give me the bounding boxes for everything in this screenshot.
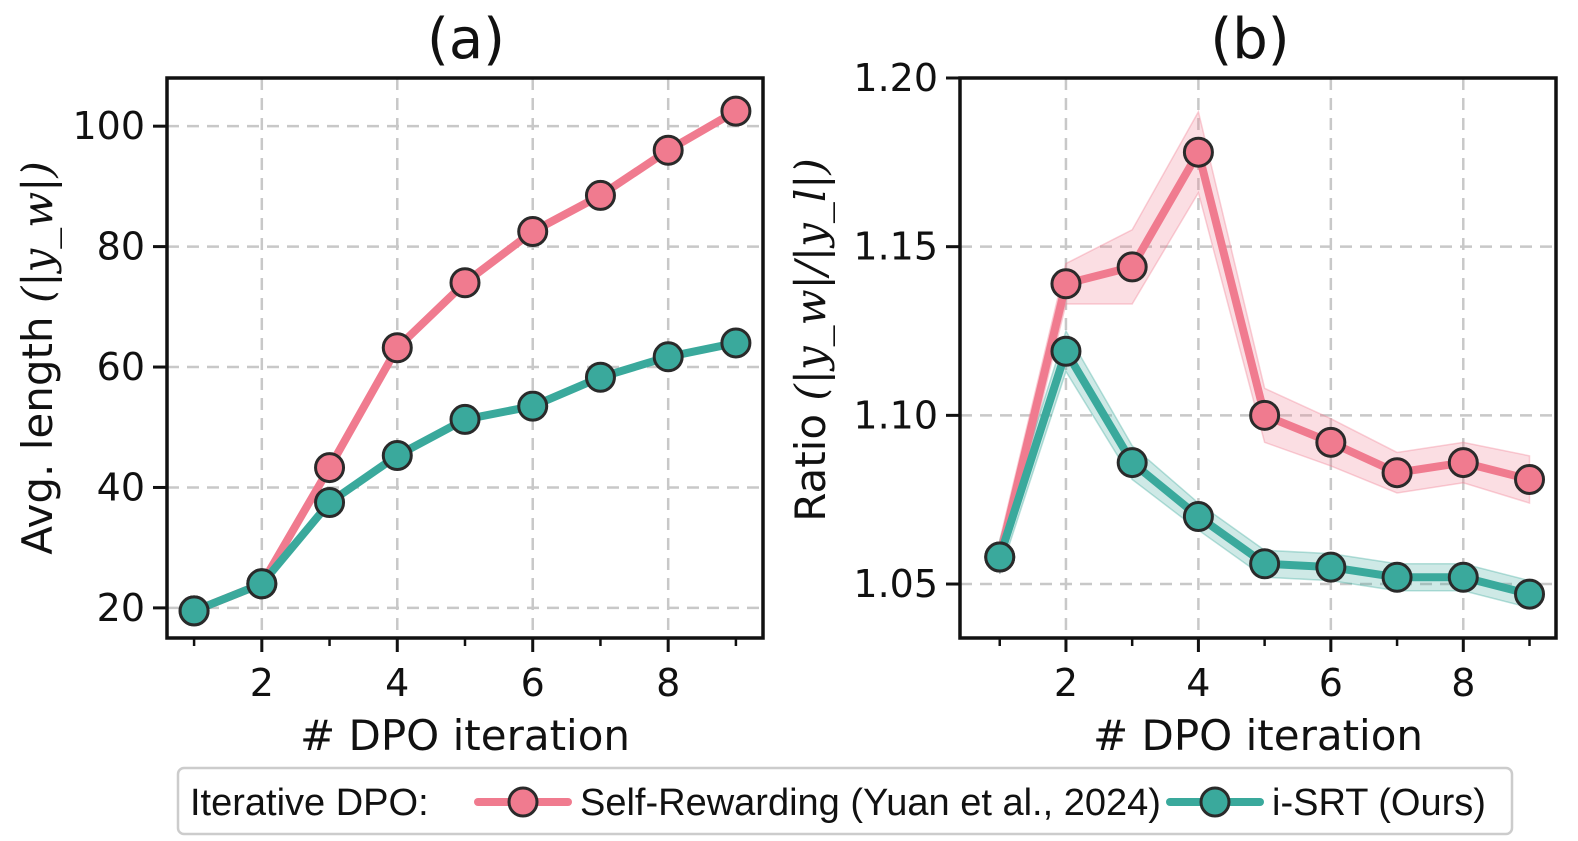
panel-a-ticks: 2 4 6 8 20 40 60 80 100 xyxy=(72,104,738,705)
y-tick-label: 40 xyxy=(97,465,145,509)
panel-a-title: (a) xyxy=(427,7,505,72)
data-point-self-rewarding xyxy=(1381,457,1413,489)
data-point-self-rewarding xyxy=(652,134,684,166)
data-point-isrt xyxy=(720,327,752,359)
panel-b-lines xyxy=(995,148,1534,599)
legend-item-isrt: i-SRT (Ours) xyxy=(1272,782,1486,824)
data-point-isrt xyxy=(1381,561,1413,593)
data-point-isrt xyxy=(517,390,549,422)
y-tick-label: 20 xyxy=(97,586,145,630)
legend-prefix: Iterative DPO: xyxy=(190,782,429,824)
legend-item-self-rewarding: Self-Rewarding (Yuan et al., 2024) xyxy=(580,782,1161,824)
data-point-self-rewarding xyxy=(1315,426,1347,458)
y-tick-label: 60 xyxy=(97,345,145,389)
panel-b-points xyxy=(984,136,1546,610)
x-tick-label: 4 xyxy=(385,661,409,705)
legend: Iterative DPO: Self-Rewarding (Yuan et a… xyxy=(176,766,1514,836)
data-point-isrt xyxy=(449,403,481,435)
data-point-isrt xyxy=(246,568,278,600)
data-point-isrt xyxy=(1249,548,1281,580)
x-tick-label: 2 xyxy=(250,661,274,705)
data-point-self-rewarding xyxy=(584,179,616,211)
data-point-self-rewarding xyxy=(720,95,752,127)
data-point-isrt xyxy=(1514,578,1546,610)
data-point-self-rewarding xyxy=(449,267,481,299)
panel-b-bands xyxy=(998,109,1531,609)
y-tick-label: 100 xyxy=(72,104,145,148)
data-point-isrt xyxy=(584,361,616,393)
panel-a-chart: (a) 2 4 6 8 20 40 60 80 100 # DPO iteration Avg.… xyxy=(13,7,765,760)
y-tick-label: 1.10 xyxy=(853,393,938,437)
legend-box xyxy=(176,766,1514,836)
x-tick-label: 8 xyxy=(1451,661,1475,705)
panel-b-ylabel: Ratio (|y_w|/|y_l|) xyxy=(786,158,835,522)
x-tick-label: 2 xyxy=(1054,661,1078,705)
panel-a-ylabel-text: Avg. length xyxy=(13,316,62,554)
data-point-isrt xyxy=(1116,447,1148,479)
data-point-self-rewarding xyxy=(1182,136,1214,168)
data-point-self-rewarding xyxy=(1447,447,1479,479)
data-point-self-rewarding xyxy=(1050,268,1082,300)
data-point-isrt xyxy=(984,541,1016,573)
y-tick-label: 1.05 xyxy=(853,562,938,606)
y-tick-label: 80 xyxy=(97,225,145,269)
panel-a-ylabel-math: (|y_w|) xyxy=(13,161,62,303)
data-point-isrt xyxy=(1182,501,1214,533)
panel-b-chart: (b) 2 4 6 8 1.05 1.10 1.15 1.20 # DPO iteration… xyxy=(786,7,1558,760)
data-point-isrt xyxy=(1050,335,1082,367)
x-tick-label: 4 xyxy=(1186,661,1210,705)
series-line-isrt xyxy=(190,338,740,615)
data-point-isrt xyxy=(1315,551,1347,583)
data-point-isrt xyxy=(314,487,346,519)
x-tick-label: 6 xyxy=(1319,661,1343,705)
legend-swatch-isrt-marker xyxy=(1199,786,1231,818)
y-tick-label: 1.20 xyxy=(853,56,938,100)
data-point-isrt xyxy=(652,341,684,373)
data-point-self-rewarding xyxy=(314,452,346,484)
data-point-isrt xyxy=(178,595,210,627)
panel-b-title: (b) xyxy=(1210,7,1289,72)
data-point-self-rewarding xyxy=(1249,399,1281,431)
panel-b-frame xyxy=(958,76,1558,640)
data-point-self-rewarding xyxy=(517,216,549,248)
panel-b-ylabel-text: Ratio xyxy=(786,414,835,522)
panel-b-xlabel: # DPO iteration xyxy=(1093,711,1423,760)
panel-a-points xyxy=(178,95,752,627)
data-point-self-rewarding xyxy=(381,332,413,364)
y-tick-label: 1.15 xyxy=(853,225,938,269)
panel-a-xlabel: # DPO iteration xyxy=(300,711,630,760)
x-tick-label: 8 xyxy=(656,661,680,705)
data-point-self-rewarding xyxy=(1514,463,1546,495)
data-point-isrt xyxy=(381,440,413,472)
panel-b-ticks: 2 4 6 8 1.05 1.10 1.15 1.20 xyxy=(853,56,1531,705)
panel-b-ylabel-math: (|y_w|/|y_l|) xyxy=(786,158,835,400)
panel-a-ylabel: Avg. length (|y_w|) xyxy=(13,161,62,554)
data-point-isrt xyxy=(1447,561,1479,593)
legend-swatch-self-rewarding-marker xyxy=(507,786,539,818)
data-point-self-rewarding xyxy=(1116,251,1148,283)
x-tick-label: 6 xyxy=(521,661,545,705)
band-self-rewarding xyxy=(998,109,1531,575)
